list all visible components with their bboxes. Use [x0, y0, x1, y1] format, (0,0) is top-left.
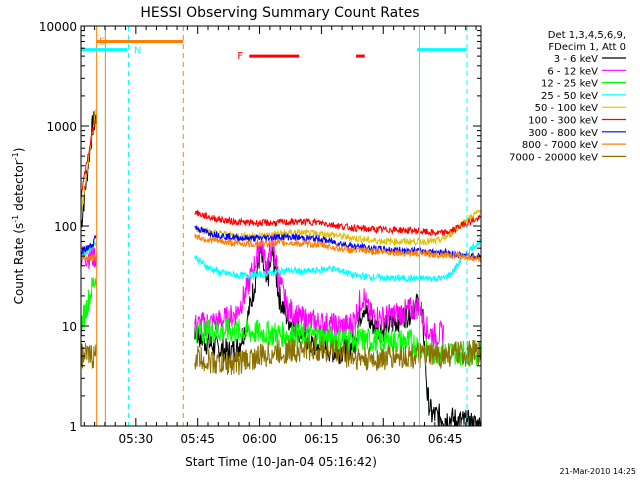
- y-tick-label-0: 1: [69, 420, 77, 434]
- series-layer: [80, 108, 482, 427]
- series-line-6: [80, 225, 482, 261]
- flare-label: F: [237, 51, 243, 62]
- series-line-7: [80, 234, 482, 263]
- y-axis-label: Count Rate (s-1 detector-1): [11, 148, 26, 305]
- timestamp-label: 21-Mar-2010 14:25: [560, 467, 637, 476]
- x-tick-label-2: 06:00: [242, 432, 277, 446]
- legend-label-1: 6 - 12 keV: [547, 66, 598, 77]
- y-tick-label-2: 100: [54, 220, 77, 234]
- legend-label-7: 800 - 7000 keV: [522, 140, 598, 151]
- y-tick-label-3: 1000: [46, 120, 77, 134]
- y-axis-label-sup2: -1: [11, 152, 20, 160]
- legend-label-6: 300 - 800 keV: [528, 128, 598, 139]
- legend-label-5: 100 - 300 keV: [528, 116, 598, 127]
- series-line-5: [80, 115, 482, 237]
- y-axis-label-part2: detector: [12, 160, 26, 215]
- x-tick-label-0: 05:30: [119, 432, 154, 446]
- legend-header-0: Det 1,3,4,5,6,9,: [548, 30, 626, 41]
- legend-label-8: 7000 - 20000 keV: [509, 152, 598, 163]
- y-axis-label-part3: ): [12, 148, 26, 153]
- saa-label: S: [99, 36, 105, 47]
- series-line-8: [80, 335, 482, 376]
- y-tick-label-4: 10000: [39, 20, 77, 34]
- legend-label-2: 12 - 25 keV: [541, 79, 598, 90]
- legend-label-0: 3 - 6 keV: [554, 54, 598, 65]
- x-tick-label-5: 06:45: [428, 432, 463, 446]
- axis-layer: 1 10 100 1000 10000 05:30 05:45 06:00 06:15 06:30…: [39, 20, 481, 446]
- x-tick-label-1: 05:45: [180, 432, 215, 446]
- night-label: N: [134, 46, 141, 57]
- legend-label-4: 50 - 100 keV: [535, 103, 599, 114]
- x-axis-label: Start Time (10-Jan-04 05:16:42): [185, 455, 377, 469]
- y-axis-label-part1: Count Rate (s: [12, 223, 26, 305]
- x-tick-label-4: 06:30: [366, 432, 401, 446]
- legend-label-3: 25 - 50 keV: [541, 91, 598, 102]
- chart-title: HESSI Observing Summary Count Rates: [140, 5, 419, 21]
- y-axis-label-sup1: -1: [11, 215, 20, 223]
- legend-header-1: FDecim 1, Att 0: [548, 42, 626, 53]
- annotation-layer: S N F: [81, 26, 468, 426]
- x-tick-label-3: 06:15: [304, 432, 339, 446]
- y-tick-label-1: 10: [62, 320, 77, 334]
- legend: Det 1,3,4,5,6,9,FDecim 1, Att 03 - 6 keV…: [509, 30, 626, 163]
